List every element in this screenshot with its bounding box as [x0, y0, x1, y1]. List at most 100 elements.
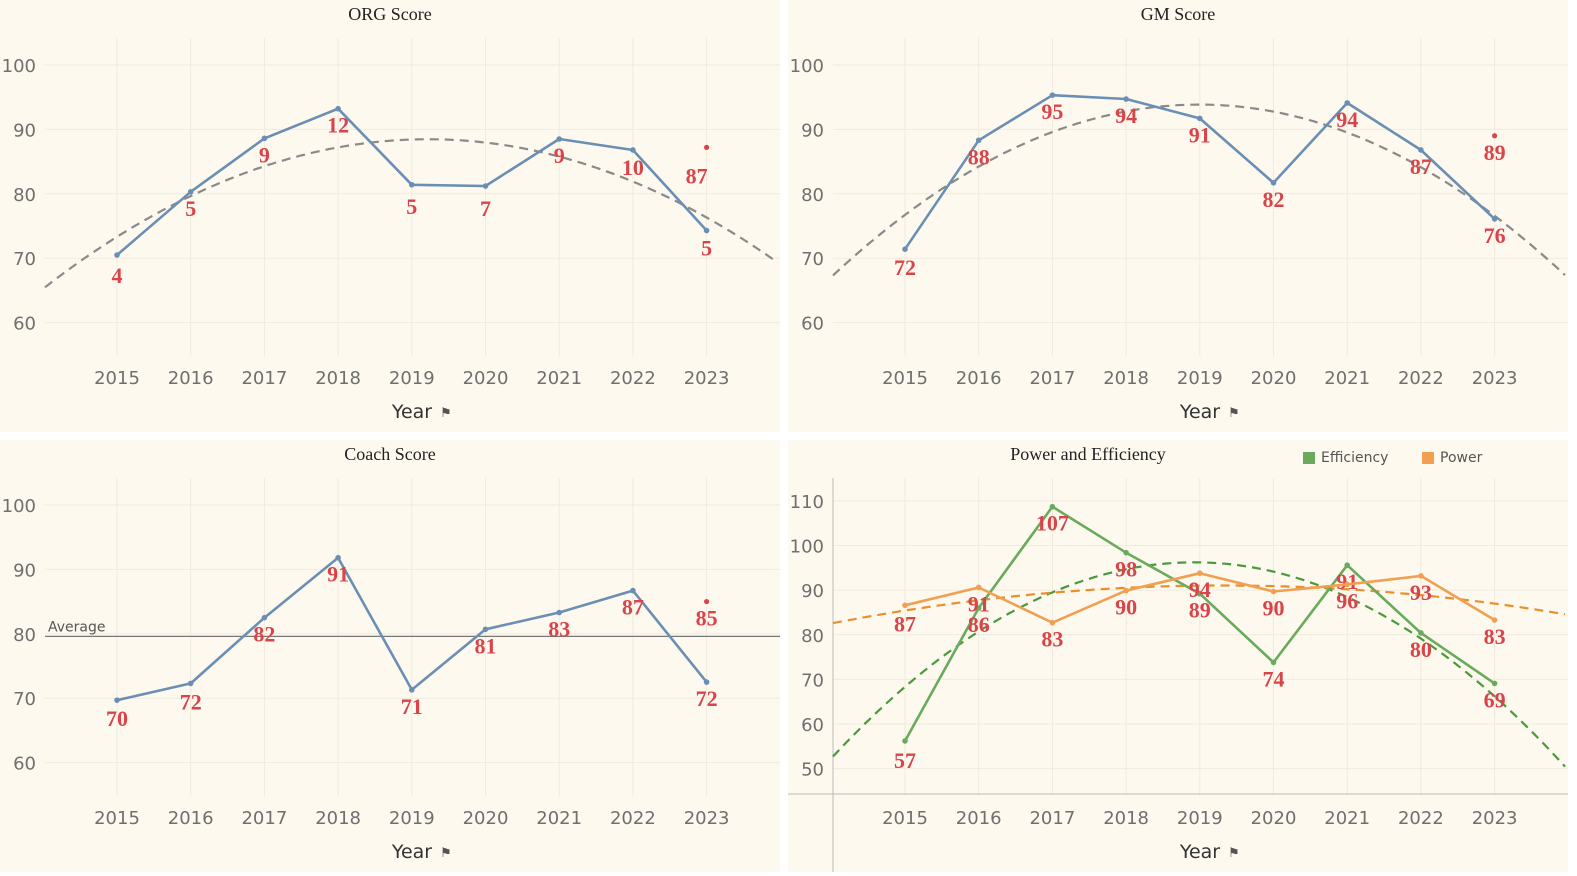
data-point [1197, 115, 1203, 122]
coach-score-title: Coach Score [344, 444, 436, 464]
data-label: 72 [894, 255, 916, 280]
data-point [335, 105, 341, 112]
gm-score-chart: 60 70 80 90 100 2015 2016 2017 2018 2019 2020 2021 2… [790, 38, 1568, 423]
data-point [482, 626, 489, 633]
x-tick-label: 2019 [1177, 808, 1223, 829]
x-tick-label: 2022 [610, 368, 656, 389]
data-label: 91 [1189, 122, 1211, 147]
y-tick-label: 70 [801, 670, 824, 691]
trend-line [832, 561, 1566, 768]
data-label: 87 [622, 595, 644, 620]
data-point [261, 135, 268, 142]
data-point [1344, 562, 1350, 568]
trend-line [832, 584, 1566, 625]
data-label: 4 [112, 263, 123, 288]
y-tick-label: 90 [801, 120, 824, 141]
data-point [902, 246, 908, 252]
x-tick-label: 2021 [536, 808, 582, 829]
data-point [187, 189, 194, 195]
x-tick-label: 2016 [168, 368, 214, 389]
x-tick-label: 2015 [882, 808, 928, 829]
x-tick-label: 2020 [1251, 368, 1297, 389]
data-point [1270, 659, 1277, 666]
legend-power[interactable]: Power [1422, 450, 1482, 466]
legend-efficiency-label: Efficiency [1321, 450, 1389, 466]
data-label: 98 [1115, 557, 1137, 582]
x-tick-label: 2021 [1324, 368, 1370, 389]
x-tick-label: 2015 [94, 368, 140, 389]
x-axis-title: Year [1179, 841, 1220, 863]
extra-point-label: 87 [686, 163, 708, 188]
data-point [556, 136, 562, 142]
data-label: 96 [1336, 588, 1358, 613]
x-tick-label: 2015 [882, 368, 928, 389]
data-point [1491, 617, 1498, 623]
data-point [1123, 587, 1129, 594]
y-tick-label: 70 [13, 249, 36, 270]
data-point [1049, 503, 1056, 510]
x-tick-label: 2018 [315, 368, 361, 389]
pin-icon: ⚑ [440, 406, 452, 421]
y-tick-label: 80 [801, 185, 824, 206]
x-tick-label: 2017 [241, 368, 287, 389]
data-point [1491, 680, 1498, 687]
y-tick-label: 70 [13, 689, 36, 710]
gm-score-panel: GM Score 60 70 80 90 100 2015 2016 2017 2018 2019… [788, 0, 1568, 432]
data-point [975, 137, 982, 144]
power-swatch [1422, 452, 1434, 464]
org-score-chart: 60 70 80 90 100 2015 2016 2017 2018 2019 2020 2021 2… [2, 38, 780, 423]
data-label: 10 [622, 155, 644, 180]
data-point [1270, 588, 1277, 595]
gm-score-title: GM Score [1140, 4, 1216, 24]
legend-efficiency[interactable]: Efficiency [1303, 450, 1388, 466]
org-score-title: ORG Score [348, 4, 432, 24]
data-point [630, 147, 636, 153]
data-label: 71 [401, 694, 423, 719]
data-label: 82 [1263, 187, 1285, 212]
org-score-panel: ORG Score 60 70 80 90 100 2015 2016 2017 2018 201… [0, 0, 780, 432]
data-point [1418, 147, 1424, 153]
x-tick-label: 2023 [684, 368, 730, 389]
x-tick-label: 2016 [168, 808, 214, 829]
trend-line [832, 103, 1566, 277]
data-point [1418, 573, 1424, 579]
x-axis-title: Year [391, 841, 432, 863]
x-tick-label: 2023 [1472, 368, 1518, 389]
x-tick-label: 2017 [1029, 368, 1075, 389]
y-tick-label: 100 [790, 56, 824, 77]
data-label: 83 [1484, 624, 1506, 649]
average-label: Average [48, 619, 106, 635]
data-point [1418, 630, 1424, 636]
power-efficiency-panel: Power and Efficiency Efficiency Power 50… [788, 440, 1568, 872]
x-tick-label: 2017 [1029, 808, 1075, 829]
data-label: 76 [1484, 223, 1506, 248]
data-point [703, 227, 710, 234]
data-label: 5 [185, 196, 196, 221]
y-tick-label: 80 [801, 626, 824, 647]
x-tick-label: 2023 [684, 808, 730, 829]
power-efficiency-chart: 50 60 70 80 90 100 110 2015 2016 2017 2018 2019 2020… [788, 478, 1568, 872]
y-tick-label: 80 [13, 625, 36, 646]
data-label: 57 [894, 748, 916, 773]
extra-point [704, 144, 710, 150]
pin-icon: ⚑ [1228, 846, 1240, 861]
x-tick-label: 2021 [1324, 808, 1370, 829]
x-tick-label: 2023 [1472, 808, 1518, 829]
x-tick-label: 2022 [1398, 368, 1444, 389]
data-label: 91 [327, 562, 349, 587]
data-point [1197, 590, 1203, 597]
data-point [630, 587, 636, 594]
data-label: 88 [968, 144, 990, 169]
data-point [703, 679, 710, 685]
extra-point [704, 598, 710, 605]
x-tick-label: 2022 [610, 808, 656, 829]
x-tick-label: 2018 [1103, 368, 1149, 389]
data-label: 87 [894, 611, 916, 636]
x-axis-title: Year [1179, 401, 1220, 423]
data-point [1197, 570, 1203, 576]
data-label: 69 [1484, 687, 1506, 712]
data-label: 94 [1189, 577, 1211, 602]
x-tick-label: 2018 [315, 808, 361, 829]
data-point [902, 602, 908, 609]
data-label: 80 [1410, 637, 1432, 662]
